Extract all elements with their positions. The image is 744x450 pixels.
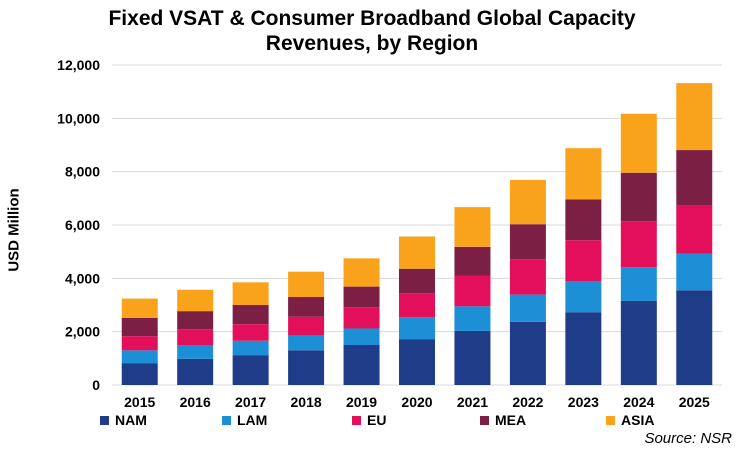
y-tick-label: 0 [92, 377, 100, 393]
bar-segment-mea [565, 199, 602, 241]
bar-segment-eu [232, 324, 269, 341]
bar-segment-mea [343, 286, 380, 308]
chart-title-line-1: Fixed VSAT & Consumer Broadband Global C… [108, 7, 636, 30]
bar-segment-nam [620, 300, 657, 385]
bar-segment-mea [509, 224, 546, 260]
bar-segment-lam [509, 294, 546, 322]
bar-segment-asia [676, 83, 713, 151]
x-tick-label: 2024 [623, 394, 654, 410]
bar-segment-eu [620, 221, 657, 268]
bar-segment-lam [121, 350, 158, 364]
bar-segment-mea [620, 172, 657, 222]
bar-segment-nam [454, 330, 491, 385]
x-tick-label: 2020 [401, 394, 432, 410]
bar-segment-asia [399, 236, 435, 269]
bar-segment-eu [121, 336, 158, 351]
bar-segment-lam [454, 306, 491, 331]
bar-segment-lam [343, 328, 380, 345]
bar-segment-nam [121, 363, 158, 385]
bar-segment-nam [399, 339, 435, 385]
bar-segment-nam [565, 312, 602, 385]
bar-segment-asia [121, 298, 158, 318]
y-tick-label: 6,000 [65, 217, 100, 233]
bar-segment-asia [565, 148, 602, 200]
chart-title: Fixed VSAT & Consumer Broadband Global C… [0, 6, 744, 56]
bar-segment-mea [177, 311, 214, 330]
x-tick-label: 2015 [124, 394, 155, 410]
bar-segment-mea [232, 305, 269, 325]
y-tick-label: 8,000 [65, 164, 100, 180]
x-tick-label: 2019 [346, 394, 377, 410]
x-tick-label: 2023 [568, 394, 599, 410]
bar-segment-eu [565, 240, 602, 281]
bar-segment-mea [121, 317, 158, 337]
legend-item-lam: LAM [222, 412, 267, 428]
bar-segment-lam [232, 340, 269, 356]
bar-segment-mea [454, 246, 491, 276]
bar-segment-nam [177, 358, 214, 385]
legend-item-asia: ASIA [606, 412, 654, 428]
x-tick-label: 2017 [235, 394, 266, 410]
y-tick-label: 10,000 [57, 110, 100, 126]
bar-segment-lam [399, 317, 435, 340]
legend-label: NAM [115, 412, 147, 428]
bar-segment-asia [232, 282, 269, 305]
bar-segment-nam [232, 355, 269, 385]
legend-label: MEA [495, 412, 527, 428]
bar-segment-lam [620, 267, 657, 301]
bar-segment-asia [177, 289, 214, 312]
legend-item-mea: MEA [480, 412, 526, 428]
bar-segment-nam [676, 290, 713, 385]
y-tick-label: 12,000 [57, 57, 100, 73]
bar-segment-eu [454, 275, 491, 307]
x-tick-label: 2018 [291, 394, 322, 410]
bar-segment-asia [288, 271, 325, 297]
legend-swatch [352, 415, 361, 425]
bar-segment-mea [288, 297, 325, 317]
bar-segment-eu [177, 329, 214, 345]
bar-segment-lam [676, 253, 713, 291]
legend-label: EU [367, 412, 387, 428]
legend-swatch [606, 415, 615, 425]
bar-segment-mea [399, 268, 435, 294]
bar-segment-nam [343, 345, 380, 385]
chart-legend: NAM LAM EU MEA ASIA [100, 412, 740, 432]
bar-segment-eu [343, 307, 380, 329]
y-tick-label: 4,000 [65, 270, 100, 286]
x-tick-label: 2021 [457, 394, 488, 410]
bar-segment-mea [676, 150, 713, 205]
bar-segment-eu [676, 205, 713, 254]
bar-segment-nam [288, 350, 325, 385]
legend-label: LAM [237, 412, 268, 428]
legend-item-eu: EU [352, 412, 386, 428]
legend-swatch [480, 415, 489, 425]
bar-segment-lam [288, 335, 325, 351]
bar-segment-nam [509, 321, 546, 385]
legend-swatch [222, 415, 231, 425]
legend-swatch [100, 415, 109, 425]
bar-segment-eu [509, 259, 546, 295]
bar-segment-eu [399, 293, 435, 318]
source-note: Source: NSR [644, 430, 732, 447]
bar-segment-asia [620, 113, 657, 173]
bar-segment-lam [565, 281, 602, 313]
y-tick-label: 2,000 [65, 324, 100, 340]
bar-segment-eu [288, 316, 325, 336]
bar-segment-asia [343, 258, 380, 287]
x-tick-label: 2022 [512, 394, 543, 410]
bar-segment-asia [454, 207, 491, 247]
chart-title-line-2: Revenues, by Region [265, 32, 479, 55]
bar-segment-lam [177, 345, 214, 359]
bar-segment-asia [509, 179, 546, 225]
legend-label: ASIA [621, 412, 655, 428]
x-tick-label: 2025 [679, 394, 710, 410]
x-tick-label: 2016 [180, 394, 211, 410]
legend-item-nam: NAM [100, 412, 147, 428]
